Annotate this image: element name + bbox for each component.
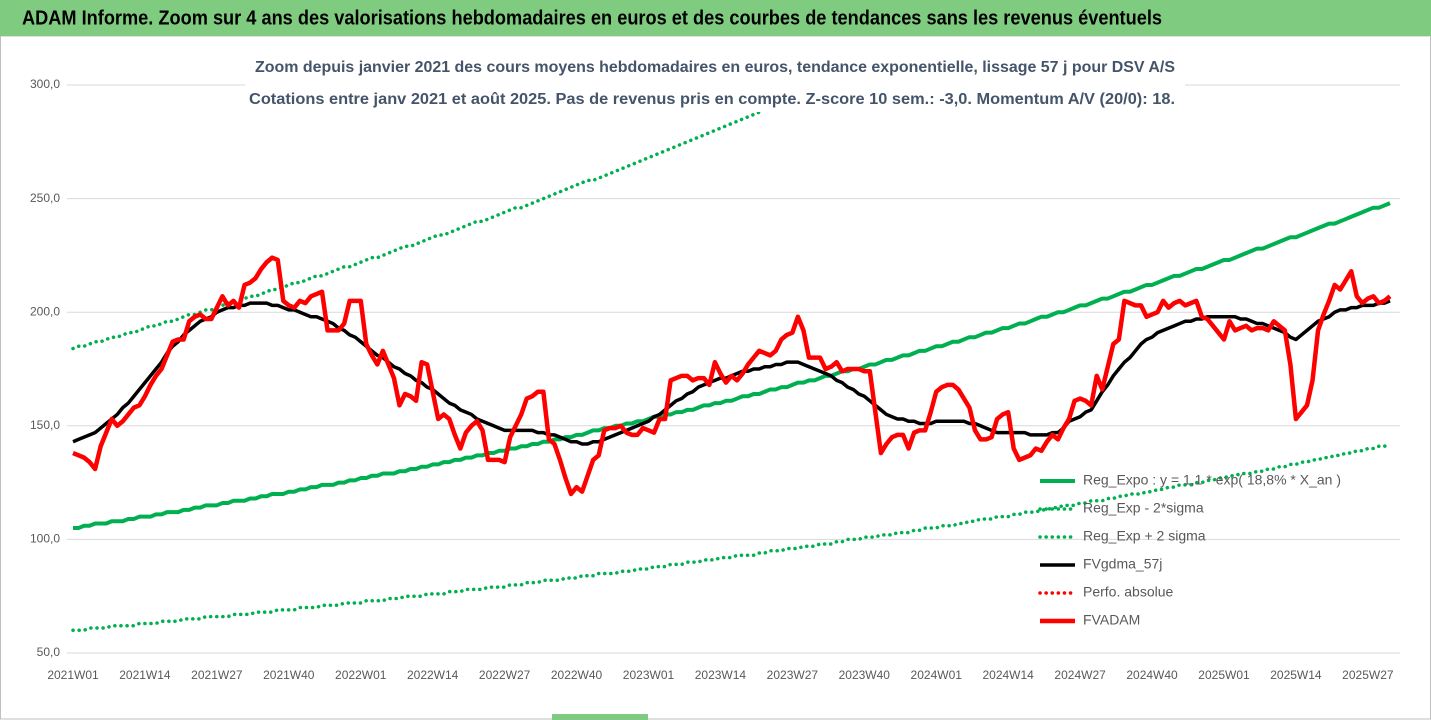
x-tick-label: 2024W40 <box>1126 668 1178 682</box>
title-bar <box>0 0 1431 36</box>
x-tick-label: 2024W14 <box>982 668 1034 682</box>
x-tick-label: 2023W14 <box>695 668 747 682</box>
x-tick-label: 2023W27 <box>767 668 819 682</box>
series-line <box>71 82 832 351</box>
series-line <box>71 442 1392 633</box>
grid: 50,0 100,0 150,0 200,0 250,0 300,0 2021W01 2021… <box>30 77 1400 682</box>
legend-label: FVgdma_57j <box>1083 556 1162 572</box>
legend-label: Reg_Exp - 2*sigma <box>1083 500 1204 516</box>
legend-label: Reg_Exp + 2 sigma <box>1083 528 1206 544</box>
series-line <box>73 201 1391 531</box>
y-tick-label: 300,0 <box>30 77 60 91</box>
x-tick-label: 2022W01 <box>335 668 387 682</box>
legend: Reg_Expo : y = 1,1 * exp( 18,8% * X_an )… <box>1038 472 1341 628</box>
x-tick-label: 2022W14 <box>407 668 459 682</box>
x-tick-label: 2024W01 <box>911 668 963 682</box>
chart-title: ADAM Informe. Zoom sur 4 ans des valoris… <box>22 7 1162 29</box>
x-tick-label: 2023W01 <box>623 668 675 682</box>
x-tick-label: 2021W14 <box>119 668 171 682</box>
x-tick-label: 2024W27 <box>1054 668 1106 682</box>
subtitle: Cotations entre janv 2021 et août 2025. … <box>249 91 1175 108</box>
x-tick-label: 2023W40 <box>839 668 891 682</box>
plot-area <box>71 82 1392 633</box>
x-tick-label: 2025W14 <box>1270 668 1322 682</box>
y-tick-label: 100,0 <box>30 532 60 546</box>
y-tick-label: 250,0 <box>30 191 60 205</box>
x-tick-label: 2021W40 <box>263 668 315 682</box>
subtitle: Zoom depuis janvier 2021 des cours moyen… <box>255 59 1175 76</box>
x-tick-label: 2025W27 <box>1342 668 1394 682</box>
x-tick-label: 2021W01 <box>47 668 99 682</box>
x-tick-label: 2025W01 <box>1198 668 1250 682</box>
x-tick-label: 2022W40 <box>551 668 603 682</box>
x-tick-label: 2021W27 <box>191 668 243 682</box>
x-tick-label: 2022W27 <box>479 668 531 682</box>
legend-label: Reg_Expo : y = 1,1 * exp( 18,8% * X_an ) <box>1083 472 1341 488</box>
series-line <box>72 255 1392 497</box>
legend-label: FVADAM <box>1083 612 1140 628</box>
legend-label: Perfo. absolue <box>1083 584 1173 600</box>
y-tick-label: 200,0 <box>30 304 60 318</box>
y-tick-label: 150,0 <box>30 418 60 432</box>
sheet-tab <box>552 714 648 720</box>
subtitle-box <box>245 54 1185 112</box>
y-tick-label: 50,0 <box>37 645 61 659</box>
